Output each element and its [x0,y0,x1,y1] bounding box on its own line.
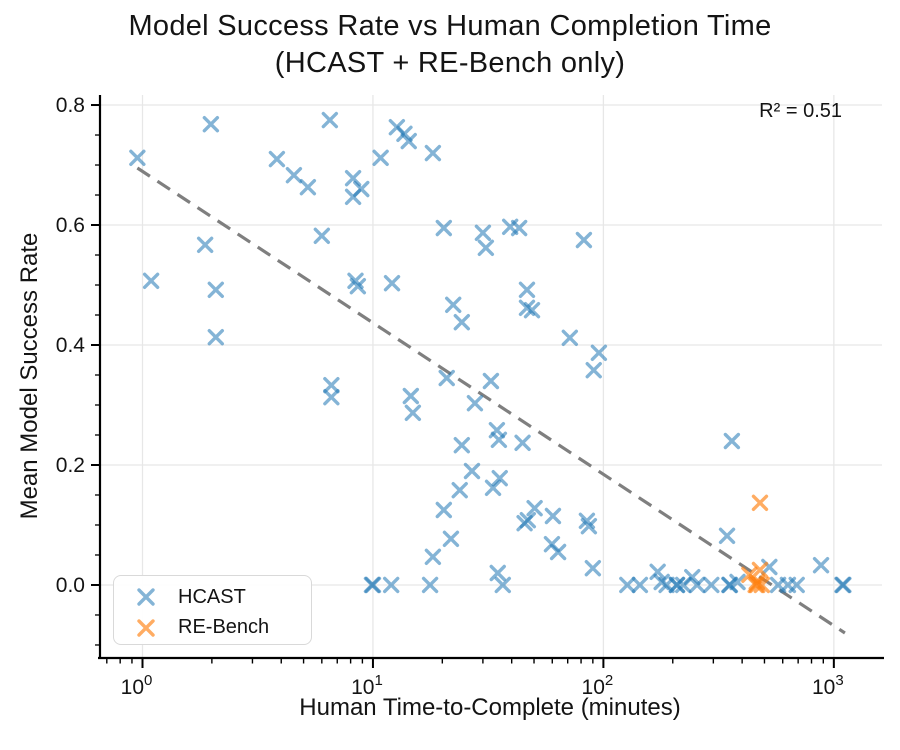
data-point-hcast [285,167,303,184]
data-point-hcast [584,559,602,577]
data-point-hcast [435,501,453,519]
data-point-hcast [788,576,805,594]
data-point-hcast [207,281,224,299]
data-point-hcast [729,573,746,591]
data-point-hcast [619,576,636,594]
data-point-hcast [518,281,536,299]
data-point-hcast [514,434,531,451]
data-point-hcast [421,576,439,594]
data-point-hcast [544,507,562,525]
data-point-hcast [313,227,331,245]
data-point-hcast [649,563,666,580]
data-point-hcast [438,369,455,387]
data-point-hcast [466,394,484,412]
chart-title-line2: (HCAST + RE-Bench only) [274,47,626,79]
trend-line [136,166,846,635]
data-point-hcast [382,576,400,594]
data-point-hcast [482,372,500,390]
legend: HCAST RE-Bench [113,575,312,645]
data-point-hcast [299,179,317,196]
data-point-hcast [453,436,471,454]
data-point-hcast [474,224,492,242]
data-point-hcast [703,576,720,594]
data-point-hcast [383,275,401,292]
data-point-hcast [549,543,567,561]
y-tick-label: 0.2 [56,454,85,477]
data-point-hcast [494,576,511,594]
data-point-hcast [491,469,508,487]
legend-label: RE-Bench [178,616,270,639]
chart-title-line1: Model Success Rate vs Human Completion T… [128,10,772,42]
legend-item-hcast: HCAST [134,583,311,612]
data-point-hcast [321,111,339,129]
data-point-hcast [684,568,701,586]
data-point-hcast [812,556,830,574]
data-point-hcast [268,150,286,168]
x-marker-icon [137,619,155,637]
y-tick-label: 0.6 [56,214,85,237]
data-point-hcast [718,527,736,544]
data-point-hcast [349,278,367,295]
data-point-re-bench [751,561,769,579]
data-point-hcast [129,149,146,167]
data-point-hcast [372,149,389,167]
data-point-hcast [364,576,382,594]
x-marker-icon [137,588,155,606]
data-point-hcast [489,564,506,582]
data-point-hcast [207,329,224,346]
data-point-re-bench [753,576,771,594]
data-point-hcast [523,302,541,319]
data-point-hcast [353,180,370,198]
y-tick-label: 0.0 [56,574,85,597]
data-point-hcast [344,170,362,187]
x-tick-label: 103 [812,672,844,699]
data-point-hcast [477,239,495,257]
data-point-hcast [453,314,471,331]
data-point-hcast [400,132,417,150]
data-point-hcast [445,296,462,314]
data-point-hcast [519,511,537,529]
data-point-hcast [424,144,442,162]
data-point-hcast [835,576,852,594]
data-point-hcast [451,481,468,499]
data-point-hcast [196,236,214,254]
data-point-hcast [575,231,593,249]
data-point-hcast [323,388,340,406]
y-tick-label: 0.4 [56,334,86,357]
data-point-hcast [202,116,220,133]
data-point-hcast [580,517,598,535]
data-point-hcast [396,125,413,143]
data-point-re-bench [749,576,766,594]
data-point-hcast [463,462,481,480]
data-point-hcast [631,576,649,594]
data-point-hcast [424,548,442,565]
data-point-hcast [590,344,608,362]
data-point-hcast [323,376,340,394]
legend-item-re-bench: RE-Bench [134,613,311,642]
data-point-hcast [490,431,508,448]
data-point-hcast [510,219,528,237]
data-point-hcast [668,576,686,594]
r-squared-annotation: R² = 0.51 [759,100,842,122]
data-point-hcast [688,576,706,594]
data-point-hcast [585,362,602,379]
data-point-re-bench [751,494,769,511]
legend-label: HCAST [178,585,246,608]
data-point-hcast [142,272,160,290]
x-axis-label: Human Time-to-Complete (minutes) [299,694,681,721]
data-point-hcast [723,432,741,450]
y-tick-label: 0.8 [56,94,85,117]
data-point-hcast [561,329,579,347]
data-point-hcast [404,404,422,421]
data-point-hcast [442,530,460,547]
data-point-hcast [526,499,543,517]
chart-title: Model Success Rate vs Human Completion T… [0,8,900,82]
data-point-hcast [435,219,453,237]
data-point-hcast [402,387,420,405]
data-point-hcast [484,479,502,496]
y-axis-label: Mean Model Success Rate [16,232,43,520]
